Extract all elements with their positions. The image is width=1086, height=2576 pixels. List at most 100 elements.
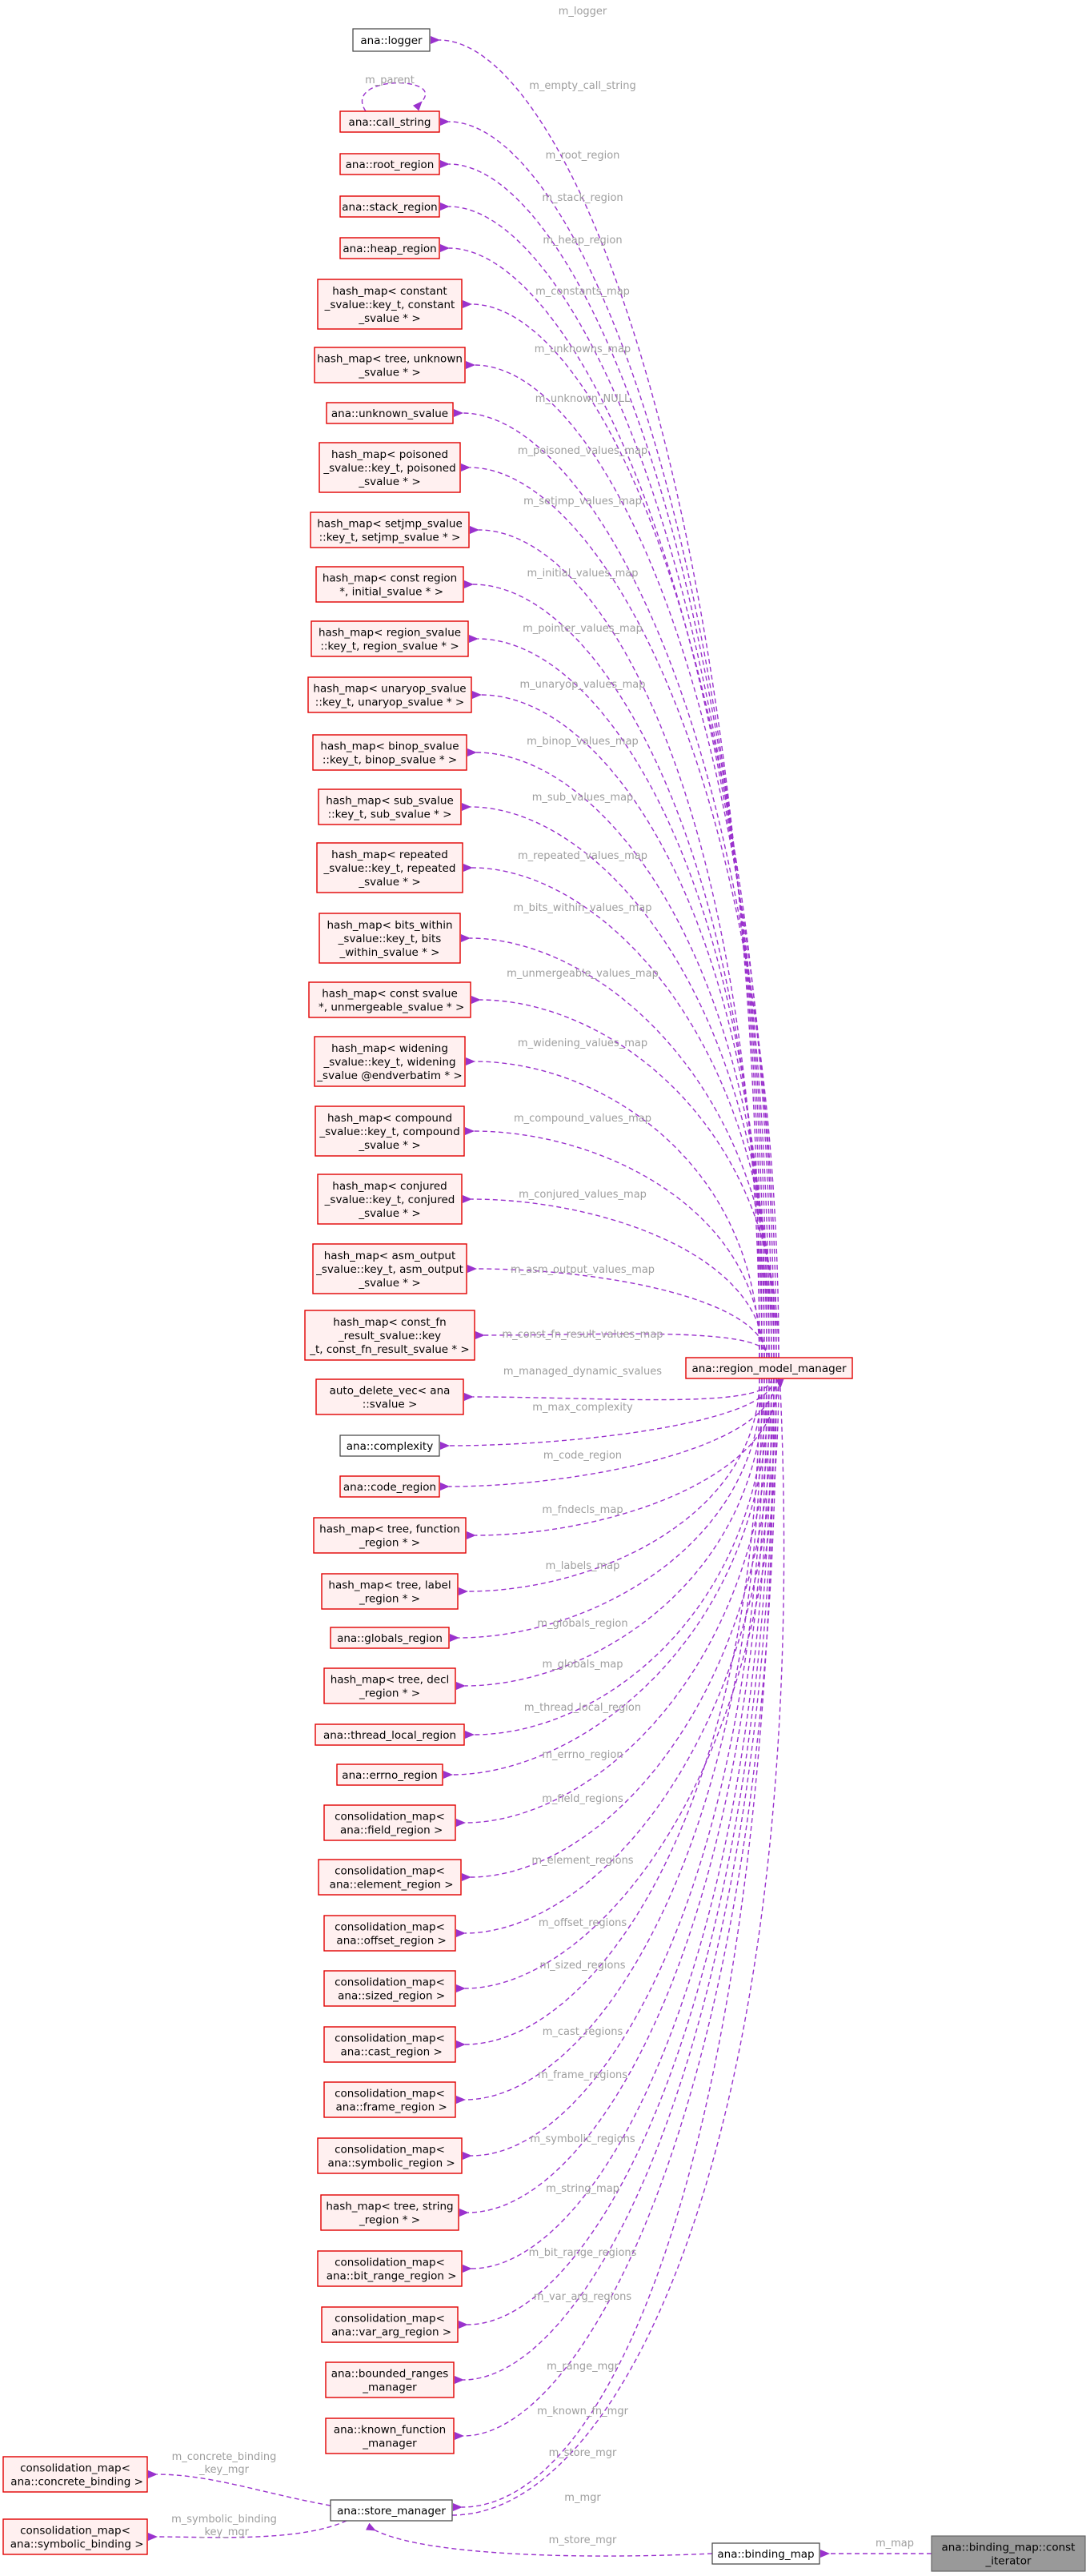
edge-fndecls-map [466,1378,779,1540]
node-bits-within-map[interactable]: hash_map< bits_within _svalue::key_t, bit… [319,913,461,964]
node-binop-map[interactable]: hash_map< binop_svalue::key_t, binop_sva… [312,734,467,771]
node-string-map[interactable]: hash_map< tree, string _region * > [320,2194,459,2231]
node-label: consolidation_map< ana::concrete_binding… [7,2462,143,2489]
node-label: ana::bounded_ranges _manager [331,2368,449,2394]
node-initial-map[interactable]: hash_map< const region *, initial_svalue… [315,566,464,603]
edge-label-sized-regions: m_sized_regions [539,1960,625,1972]
node-label: hash_map< region_svalue::key_t, region_s… [319,627,461,653]
edge-label-fndecls-map: m_fndecls_map [542,1504,623,1516]
node-element-regions[interactable]: consolidation_map< ana::element_region > [318,1859,462,1896]
edge-store-from-binding [365,2522,713,2557]
node-concrete-binding[interactable]: consolidation_map< ana::concrete_binding… [2,2456,148,2493]
node-poisoned-map[interactable]: hash_map< poisoned _svalue::key_t, poison… [319,442,461,493]
node-asm-output-map[interactable]: hash_map< asm_output _svalue::key_t, asm_… [312,1243,467,1294]
edge-call-string-self [361,82,427,112]
edge-label-bit-range-regions: m_bit_range_regions [529,2247,637,2259]
edge-frame-regions [455,1378,763,2105]
node-const-fn-map[interactable]: hash_map< const_fn _result_svalue::key _t,… [304,1310,475,1361]
node-label: consolidation_map< ana::frame_region > [332,2088,447,2114]
node-root-region[interactable]: ana::root_region [339,153,440,175]
node-thread-local-region[interactable]: ana::thread_local_region [315,1723,465,1746]
node-region-model-manager[interactable]: ana::region_model_manager [685,1357,853,1379]
edge-setjmp-map [469,525,760,1358]
node-label: ana::globals_region [337,1632,443,1645]
edge-label-errno-region: m_errno_region [542,1749,623,1761]
node-stack-region[interactable]: ana::stack_region [339,195,440,218]
node-cast-regions[interactable]: consolidation_map< ana::cast_region > [323,2026,456,2063]
node-field-regions[interactable]: consolidation_map< ana::field_region > [323,1804,456,1841]
node-label: ana::errno_region [342,1769,437,1782]
edge-label-code-region: m_code_region [543,1450,622,1462]
node-compound-map[interactable]: hash_map< compound _svalue::key_t, compou… [315,1105,465,1157]
edge-constants-map [462,299,772,1358]
edge-label-conjured-map: m_conjured_values_map [519,1189,647,1201]
edge-label-complexity: m_max_complexity [532,1402,633,1414]
node-offset-regions[interactable]: consolidation_map< ana::offset_region > [323,1915,456,1952]
edge-label-store-from-binding: m_store_mgr [549,2534,617,2546]
edge-cast-regions [455,1378,760,2049]
node-fndecls-map[interactable]: hash_map< tree, function _region * > [313,1517,467,1554]
node-sub-map[interactable]: hash_map< sub_svalue::key_t, sub_svalue … [318,788,462,825]
node-conjured-map[interactable]: hash_map< conjured _svalue::key_t, conjur… [317,1174,463,1225]
node-logger[interactable]: ana::logger [352,28,431,52]
node-code-region[interactable]: ana::code_region [339,1475,440,1498]
node-unmergeable-map[interactable]: hash_map< const svalue *, unmergeable_sv… [308,981,471,1018]
node-label: ana::known_function _manager [334,2424,446,2450]
node-label: consolidation_map< ana::element_region > [326,1865,453,1892]
node-auto-delete-vec[interactable]: auto_delete_vec< ana::svalue > [315,1378,464,1415]
edge-label-rmm-from-store: m_mgr [564,2492,601,2504]
node-globals-map[interactable]: hash_map< tree, decl _region * > [323,1667,456,1704]
node-const-iterator[interactable]: ana::binding_map::const _iterator [931,2535,1086,2572]
node-pointer-map[interactable]: hash_map< region_svalue::key_t, region_s… [311,620,469,657]
node-widening-map[interactable]: hash_map< widening _svalue::key_t, wideni… [314,1036,466,1087]
node-bounded-ranges-manager[interactable]: ana::bounded_ranges _manager [325,2361,455,2398]
node-label: hash_map< compound _svalue::key_t, compou… [319,1112,459,1152]
node-heap-region[interactable]: ana::heap_region [339,237,440,259]
node-unknown-svalue[interactable]: ana::unknown_svalue [326,402,454,424]
node-complexity[interactable]: ana::complexity [339,1434,440,1457]
node-label: hash_map< tree, function _region * > [319,1523,460,1550]
node-globals-region[interactable]: ana::globals_region [330,1627,450,1649]
node-label: ana::call_string [349,116,431,129]
node-label: ana::complexity [347,1440,433,1453]
edge-poisoned-map [460,463,779,1358]
node-known-function-manager[interactable]: ana::known_function _manager [325,2418,455,2454]
node-unaryop-map[interactable]: hash_map< unaryop_svalue::key_t, unaryop… [307,676,472,713]
edge-label-binding-from-iter: m_map [876,2538,914,2550]
node-store-manager[interactable]: ana::store_manager [330,2499,453,2522]
node-var-arg-regions[interactable]: consolidation_map< ana::var_arg_region > [321,2306,459,2343]
node-call-string[interactable]: ana::call_string [339,110,440,133]
node-symbolic-regions[interactable]: consolidation_map< ana::symbolic_region … [317,2137,463,2174]
node-constants-map[interactable]: hash_map< constant _svalue::key_t, consta… [317,279,463,330]
node-errno-region[interactable]: ana::errno_region [336,1763,443,1786]
node-label: ana::heap_region [343,243,436,255]
edge-label-field-regions: m_field_regions [542,1793,623,1805]
node-frame-regions[interactable]: consolidation_map< ana::frame_region > [323,2081,456,2118]
edge-label-const-fn-map: m_const_fn_result_values_map [502,1329,663,1341]
node-unknowns-map[interactable]: hash_map< tree, unknown _svalue * > [314,347,466,383]
node-label: hash_map< poisoned _svalue::key_t, poison… [323,448,455,488]
node-bit-range-regions[interactable]: consolidation_map< ana::bit_range_region… [317,2250,463,2287]
edges-layer [147,35,932,2558]
node-label: hash_map< tree, label _region * > [328,1579,451,1606]
node-symbolic-binding[interactable]: consolidation_map< ana::symbolic_binding… [2,2518,148,2555]
node-label: hash_map< const_fn _result_svalue::key _t,… [309,1316,470,1356]
node-sized-regions[interactable]: consolidation_map< ana::sized_region > [323,1970,456,2007]
edge-compound-map [464,1126,763,1358]
node-label: hash_map< widening _svalue::key_t, wideni… [316,1042,462,1082]
edge-rmm-from-store [451,1378,785,2516]
node-labels-map[interactable]: hash_map< tree, label _region * > [321,1573,459,1610]
node-setjmp-map[interactable]: hash_map< setjmp_svalue::key_t, setjmp_s… [310,512,470,548]
edge-label-cast-regions: m_cast_regions [543,2026,623,2038]
edge-label-auto-delete-vec: m_managed_dynamic_svalues [503,1366,662,1378]
node-binding-map[interactable]: ana::binding_map [711,2542,820,2565]
edge-label-frame-regions: m_frame_regions [538,2069,627,2081]
edge-label-globals-map: m_globals_map [543,1659,623,1671]
edge-var-arg-regions [458,1378,772,2329]
node-label: hash_map< tree, decl _region * > [331,1674,450,1700]
node-label: ana::store_manager [337,2505,446,2518]
edge-heap-region [439,243,770,1358]
edge-widening-map [465,1057,760,1358]
node-label: consolidation_map< ana::bit_range_region… [323,2257,456,2283]
node-repeated-map[interactable]: hash_map< repeated _svalue::key_t, repeat… [316,842,463,893]
